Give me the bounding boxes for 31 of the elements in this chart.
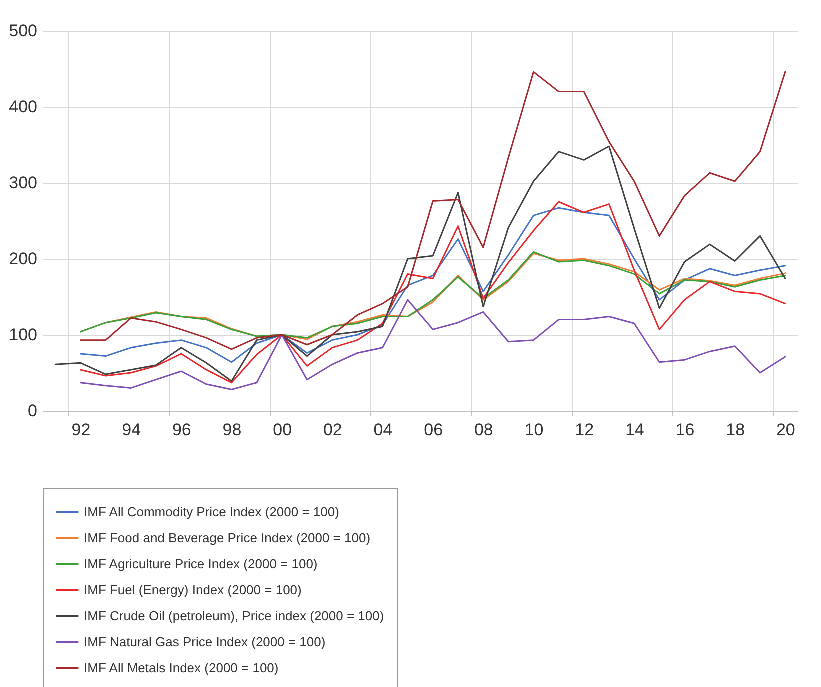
y-tick-label: 100 bbox=[9, 326, 38, 344]
x-tick-label: 04 bbox=[374, 420, 393, 440]
legend-label: IMF Agriculture Price Index (2000 = 100) bbox=[84, 556, 318, 572]
line-series bbox=[80, 71, 786, 350]
x-tick-label: 96 bbox=[172, 420, 192, 440]
legend-label: IMF Natural Gas Price Index (2000 = 100) bbox=[84, 634, 326, 650]
y-tick-label: 400 bbox=[9, 98, 38, 116]
y-tick-label: 0 bbox=[28, 402, 38, 420]
line-series bbox=[54, 146, 786, 382]
x-tick-label: 92 bbox=[72, 420, 91, 440]
y-tick-label: 500 bbox=[9, 22, 38, 40]
x-tick-label: 10 bbox=[524, 420, 544, 440]
x-tick-label: 02 bbox=[323, 420, 342, 440]
x-tick-label: 06 bbox=[424, 420, 444, 440]
legend-label: IMF All Metals Index (2000 = 100) bbox=[84, 660, 279, 676]
y-tick-label: 200 bbox=[9, 250, 38, 268]
x-tick-label: 08 bbox=[474, 420, 494, 440]
x-tick-label: 00 bbox=[273, 420, 292, 440]
x-tick-label: 18 bbox=[726, 420, 746, 440]
x-tick-label: 16 bbox=[676, 420, 695, 440]
legend-label: IMF Fuel (Energy) Index (2000 = 100) bbox=[84, 582, 302, 598]
y-tick-label: 300 bbox=[9, 174, 38, 192]
x-tick-label: 94 bbox=[122, 420, 142, 440]
legend-label: IMF Crude Oil (petroleum), Price index (2000 = 100) bbox=[84, 608, 384, 624]
legend-label: IMF Food and Beverage Price Index (2000 = 100) bbox=[84, 530, 371, 546]
x-tick-label: 14 bbox=[625, 420, 644, 440]
line-series bbox=[80, 299, 786, 390]
legend-label: IMF All Commodity Price Index (2000 = 100) bbox=[84, 504, 340, 520]
x-tick-label: 12 bbox=[575, 420, 594, 440]
x-tick-label: 98 bbox=[222, 420, 242, 440]
x-tick-label: 20 bbox=[776, 420, 796, 440]
